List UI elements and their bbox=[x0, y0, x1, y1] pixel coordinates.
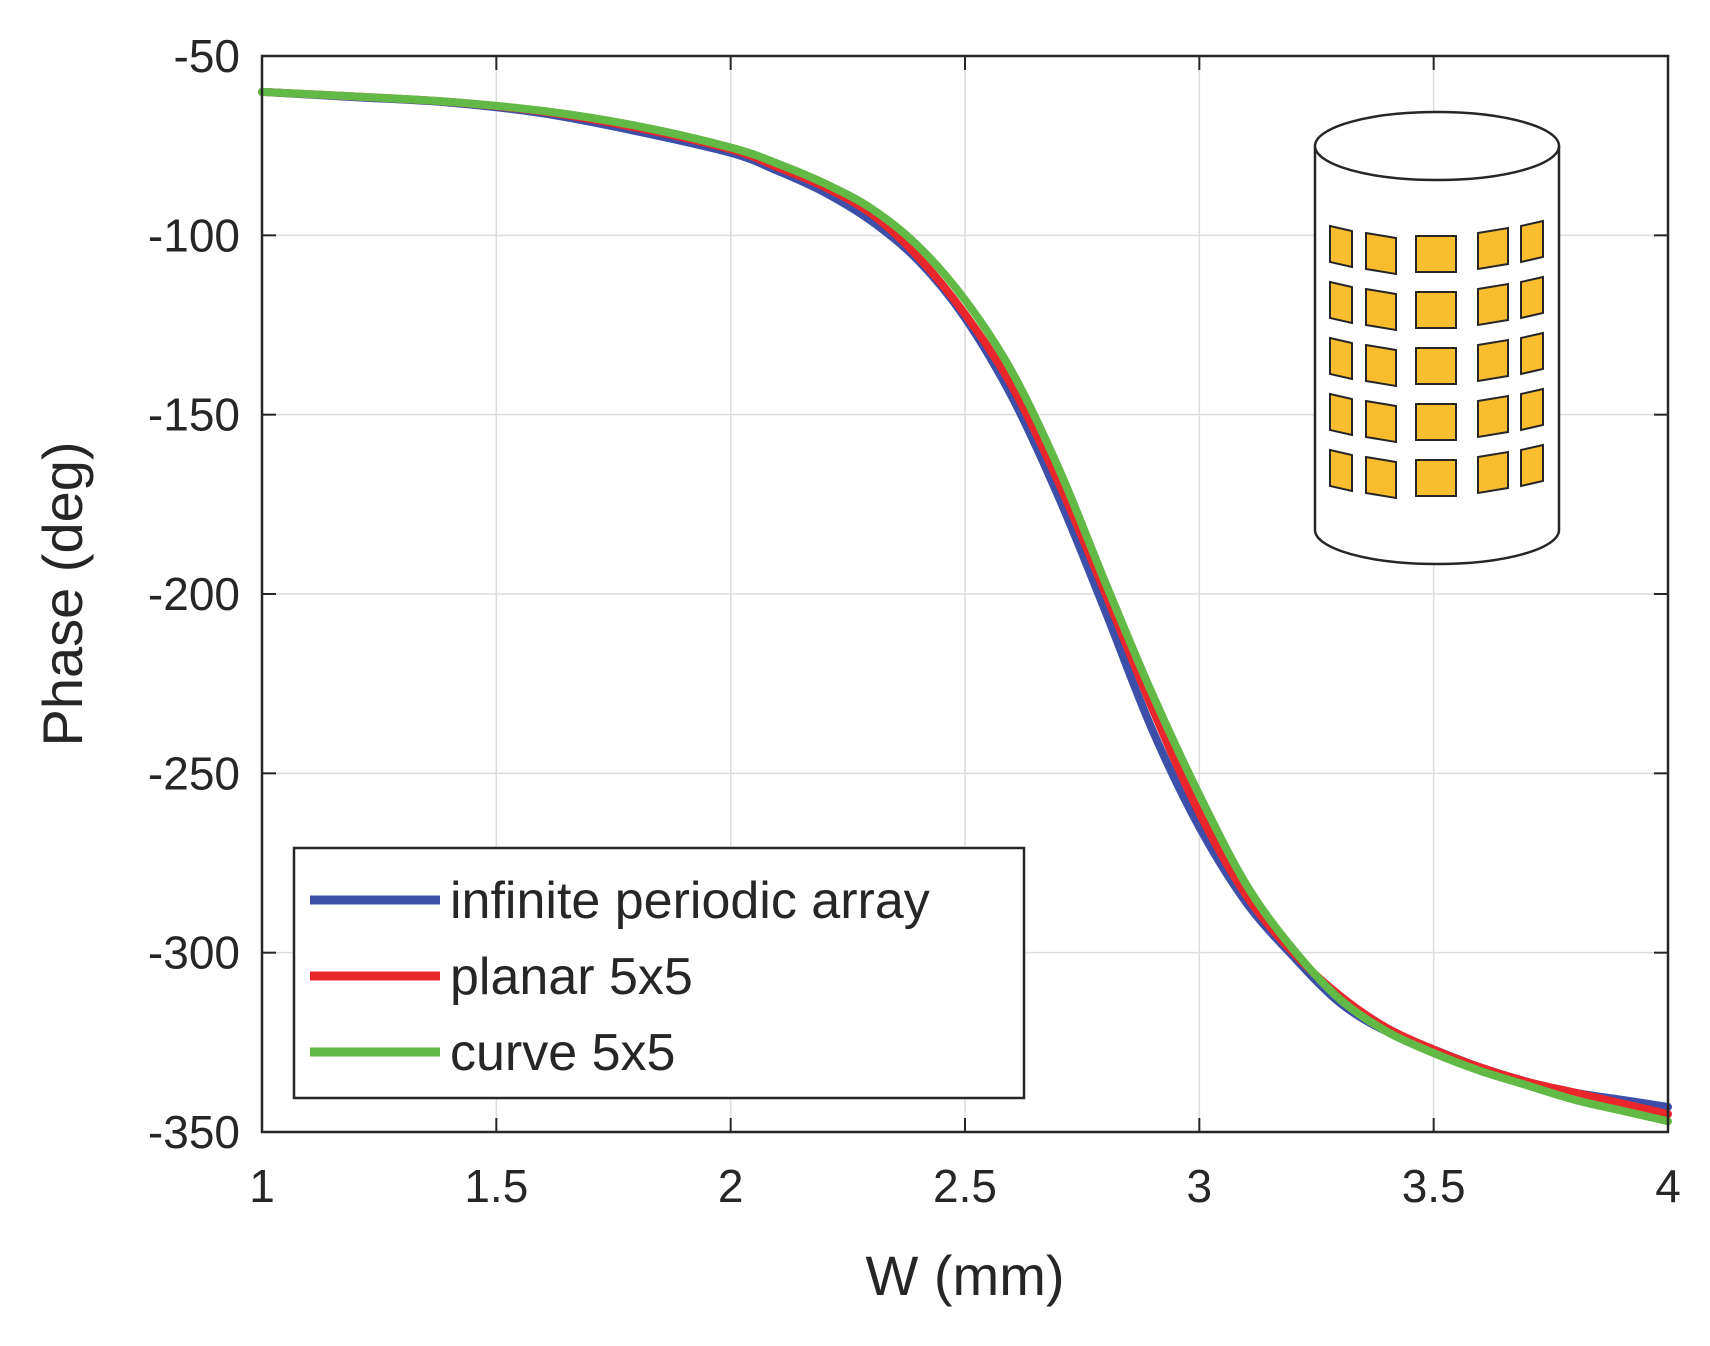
y-tick-label: -300 bbox=[148, 927, 240, 979]
inset-patch bbox=[1329, 448, 1353, 493]
y-tick-label: -50 bbox=[174, 30, 240, 82]
inset-patch bbox=[1415, 403, 1457, 441]
inset-patch bbox=[1477, 282, 1509, 327]
inset-patch bbox=[1415, 347, 1457, 385]
inset-patch bbox=[1415, 235, 1457, 273]
inset-patch bbox=[1365, 231, 1397, 276]
y-tick-label: -150 bbox=[148, 389, 240, 441]
inset-patch bbox=[1520, 219, 1544, 264]
legend: infinite periodic array planar 5x5 curve 5… bbox=[292, 846, 1026, 1100]
y-tick-label: -250 bbox=[148, 747, 240, 799]
inset-patch bbox=[1477, 338, 1509, 383]
inset-patch bbox=[1477, 394, 1509, 439]
inset-patch bbox=[1329, 224, 1353, 269]
inset-patch bbox=[1520, 331, 1544, 376]
inset-patch bbox=[1365, 399, 1397, 444]
inset-patch bbox=[1329, 280, 1353, 325]
x-tick-label: 4 bbox=[1655, 1160, 1681, 1212]
x-tick-label: 1.5 bbox=[464, 1160, 528, 1212]
series-line-3 bbox=[258, 87, 1672, 1126]
x-tick-label: 2.5 bbox=[933, 1160, 997, 1212]
inset-patch bbox=[1415, 291, 1457, 329]
x-tick-label: 3.5 bbox=[1402, 1160, 1466, 1212]
inset-patch bbox=[1415, 459, 1457, 497]
data-series bbox=[258, 87, 1672, 1126]
legend-label-2: planar 5x5 bbox=[450, 948, 693, 1006]
y-axis-label: Phase (deg) bbox=[31, 441, 94, 746]
inset-patch bbox=[1477, 226, 1509, 271]
x-tick-label: 2 bbox=[718, 1160, 744, 1212]
inset-patch bbox=[1365, 343, 1397, 388]
inset-patch bbox=[1520, 443, 1544, 488]
y-tick-label: -200 bbox=[148, 568, 240, 620]
inset-patch bbox=[1365, 455, 1397, 500]
legend-label-1: infinite periodic array bbox=[450, 872, 930, 930]
inset-patch bbox=[1520, 275, 1544, 320]
y-tick-label: -100 bbox=[148, 209, 240, 261]
cylinder-top bbox=[1313, 110, 1561, 182]
inset-patch bbox=[1365, 287, 1397, 332]
inset-patch bbox=[1329, 392, 1353, 437]
x-tick-label: 3 bbox=[1187, 1160, 1213, 1212]
x-axis-label: W (mm) bbox=[865, 1244, 1064, 1307]
legend-label-3: curve 5x5 bbox=[450, 1024, 675, 1082]
y-tick-label: -350 bbox=[148, 1106, 240, 1158]
inset-cylinder-illustration bbox=[1313, 110, 1561, 566]
inset-patch bbox=[1520, 387, 1544, 432]
inset-patch bbox=[1477, 450, 1509, 495]
axis-ticks: 1 1.5 2 2.5 3 3.5 4 -350 -300 -250 -200 -150 -100 -50 bbox=[148, 30, 1681, 1212]
inset-patch bbox=[1329, 336, 1353, 381]
x-tick-label: 1 bbox=[249, 1160, 275, 1212]
